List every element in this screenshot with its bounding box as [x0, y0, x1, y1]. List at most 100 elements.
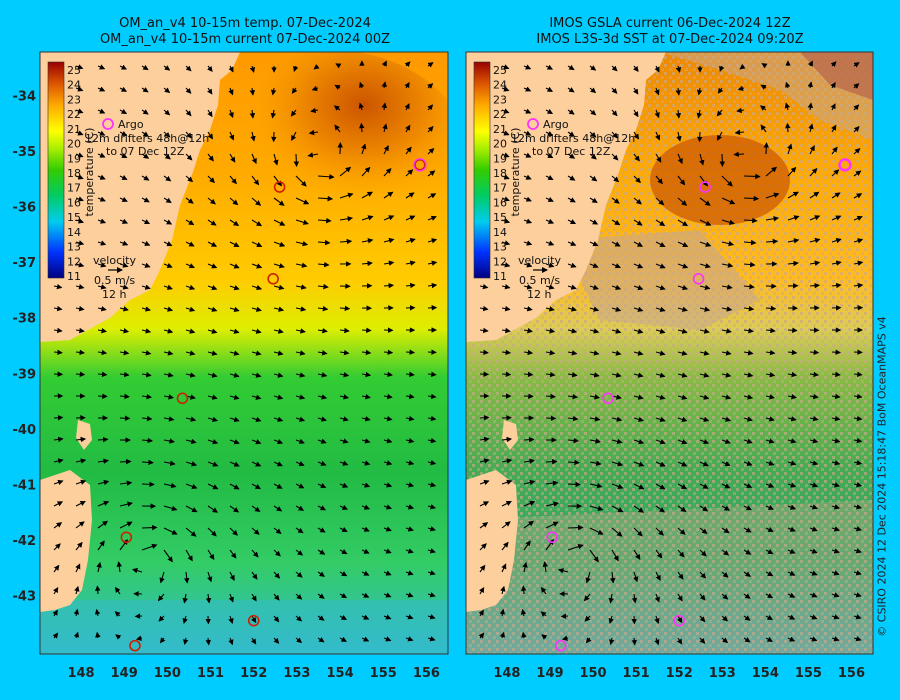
current-arrow	[809, 636, 818, 642]
current-arrow	[383, 191, 394, 199]
current-arrow	[787, 215, 800, 221]
current-arrow	[809, 526, 818, 532]
current-arrow	[677, 372, 688, 378]
current-arrow	[831, 146, 838, 155]
current-arrow	[589, 505, 604, 512]
current-arrow	[249, 87, 256, 96]
current-arrow	[631, 637, 637, 646]
current-arrow	[721, 483, 731, 489]
current-arrow	[830, 61, 837, 68]
current-arrow	[545, 480, 559, 486]
current-arrow	[141, 219, 151, 225]
current-arrow	[159, 637, 166, 644]
current-arrow	[163, 175, 172, 182]
current-arrow	[589, 372, 600, 378]
colorbar-tick-label: 12	[493, 255, 507, 268]
current-arrow	[97, 240, 107, 246]
current-arrow	[545, 130, 554, 137]
lon-tick-label: 148	[67, 666, 94, 681]
current-arrow	[675, 109, 682, 119]
current-arrow	[853, 614, 862, 620]
current-arrow	[523, 152, 532, 158]
current-arrow	[141, 393, 153, 400]
current-arrow	[520, 585, 527, 595]
current-arrow	[677, 549, 685, 558]
current-arrow	[427, 260, 438, 266]
current-arrow	[567, 284, 577, 290]
current-arrow	[141, 262, 151, 268]
current-arrow	[53, 327, 63, 334]
colorbar-tick-label: 11	[67, 270, 81, 283]
current-arrow	[427, 415, 437, 422]
current-arrow	[339, 526, 348, 532]
lon-tick-label: 153	[709, 666, 736, 681]
current-arrow	[809, 215, 821, 221]
current-arrow	[545, 521, 559, 529]
current-arrow	[185, 131, 192, 139]
current-arrow	[53, 522, 63, 529]
current-arrow	[119, 174, 128, 180]
current-arrow	[721, 527, 730, 534]
right-legend-velocity: velocity	[518, 254, 561, 267]
current-arrow	[522, 561, 528, 573]
current-arrow	[699, 197, 711, 206]
current-arrow	[787, 143, 793, 155]
colorbar-tick-label: 23	[67, 93, 81, 106]
colorbar-tick-label: 24	[67, 79, 81, 92]
current-arrow	[53, 586, 59, 595]
right-longitude-tick-labels: 148 149 150 151 152 153 154 155 156	[493, 666, 865, 681]
current-arrow	[141, 437, 154, 444]
current-arrow	[75, 64, 84, 70]
left-legend-drifters: 12m drifters 48h@12h	[85, 132, 209, 145]
current-arrow	[383, 438, 393, 444]
current-arrow	[765, 614, 773, 621]
current-arrow	[655, 416, 666, 423]
lon-tick-label: 156	[838, 666, 865, 681]
current-arrow	[295, 219, 309, 225]
current-arrow	[119, 196, 128, 202]
current-arrow	[853, 371, 863, 378]
current-arrow	[501, 284, 511, 290]
current-arrow	[317, 305, 329, 312]
current-arrow	[501, 86, 510, 92]
left-frame	[39, 51, 449, 655]
current-arrow	[405, 592, 414, 598]
current-arrow	[699, 483, 709, 489]
current-arrow	[361, 393, 371, 400]
current-arrow	[75, 262, 85, 268]
current-arrow	[361, 191, 373, 199]
current-arrow	[383, 636, 392, 642]
current-arrow	[611, 153, 619, 161]
current-arrow	[501, 130, 510, 136]
current-arrow	[655, 328, 666, 334]
current-arrow	[205, 637, 211, 646]
current-arrow	[295, 394, 306, 400]
current-arrow	[589, 87, 597, 94]
current-arrow	[185, 197, 194, 204]
current-arrow	[119, 371, 130, 378]
current-arrow	[273, 328, 284, 334]
current-arrow	[427, 504, 437, 510]
current-arrow	[567, 371, 578, 378]
current-arrow	[52, 609, 58, 617]
current-arrow	[295, 306, 307, 312]
current-arrow	[654, 65, 660, 73]
current-arrow	[654, 637, 660, 646]
current-arrow	[677, 263, 689, 269]
current-arrow	[361, 636, 370, 642]
current-arrow	[721, 416, 732, 422]
current-arrow	[251, 263, 263, 269]
current-arrow	[831, 460, 841, 466]
current-arrow	[787, 592, 796, 598]
current-arrow	[567, 240, 577, 246]
current-arrow	[295, 571, 303, 578]
current-arrow	[141, 64, 149, 71]
current-arrow	[853, 104, 860, 111]
current-arrow	[427, 83, 434, 89]
current-arrow	[97, 327, 107, 334]
current-arrow	[228, 87, 234, 96]
current-arrow	[73, 631, 79, 639]
current-arrow	[545, 240, 555, 246]
current-arrow	[308, 129, 319, 136]
